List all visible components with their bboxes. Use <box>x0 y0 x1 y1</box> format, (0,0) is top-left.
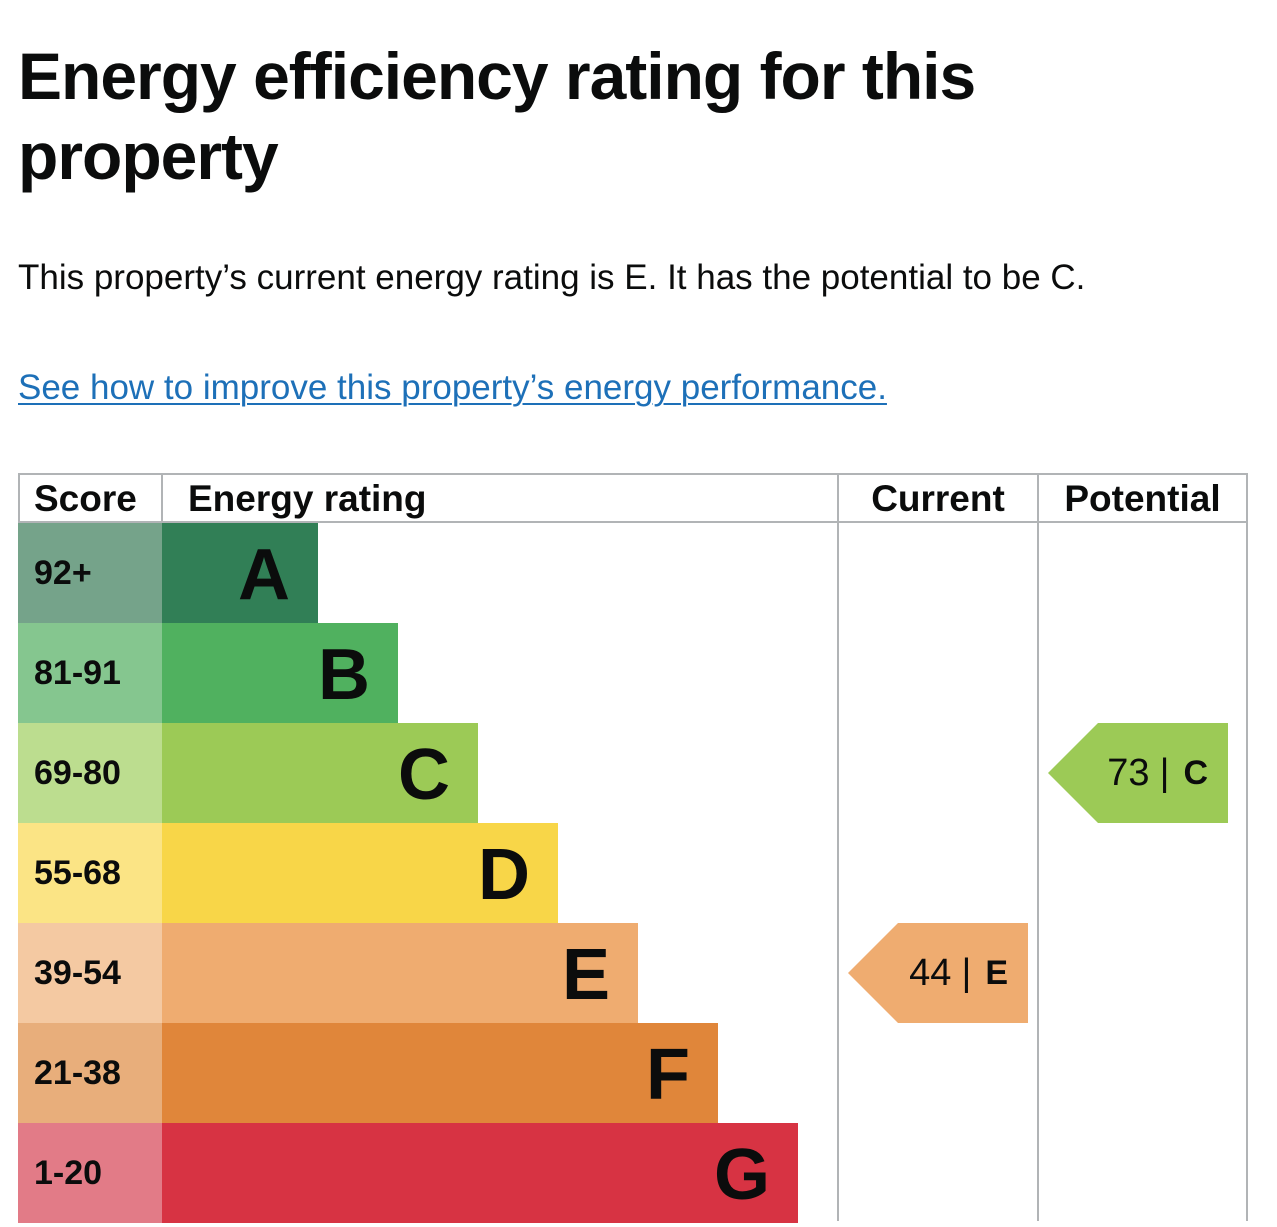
band-b: B <box>162 623 398 723</box>
band-f: F <box>162 1023 718 1123</box>
potential-separator: | <box>1159 751 1170 794</box>
score-cell-c: 69-80 <box>18 723 162 823</box>
energy-rating-column-header: Energy rating <box>188 478 427 519</box>
score-column-divider <box>161 473 163 523</box>
band-d: D <box>162 823 558 923</box>
score-cell-a: 92+ <box>18 523 162 623</box>
score-cell-e: 39-54 <box>18 923 162 1023</box>
score-column-header: Score <box>34 478 137 519</box>
chart-top-border <box>18 473 1248 475</box>
band-c: C <box>162 723 478 823</box>
potential-rating-pointer: 73 | C <box>1048 723 1228 823</box>
page-title: Energy efficiency rating for this proper… <box>18 39 976 193</box>
current-column-header: Current <box>871 478 1005 519</box>
chart-right-border <box>1246 473 1248 1221</box>
band-g: G <box>162 1123 798 1223</box>
score-cell-b: 81-91 <box>18 623 162 723</box>
band-a: A <box>162 523 318 623</box>
band-e: E <box>162 923 638 1023</box>
chart-header-divider <box>18 521 1248 523</box>
potential-column-divider <box>1037 473 1039 1221</box>
current-separator: | <box>961 951 972 994</box>
improve-performance-link[interactable]: See how to improve this property’s energ… <box>18 368 887 407</box>
score-cell-d: 55-68 <box>18 823 162 923</box>
current-column-divider <box>837 473 839 1221</box>
potential-column-header: Potential <box>1064 478 1221 519</box>
energy-rating-chart: Score Energy rating Current Potential 92… <box>18 473 1248 1223</box>
rating-summary: This property’s current energy rating is… <box>18 258 1086 297</box>
score-cell-g: 1-20 <box>18 1123 162 1223</box>
current-rating-pointer: 44 | E <box>848 923 1028 1023</box>
chart-left-border <box>18 473 20 523</box>
current-score: 44 <box>909 951 952 994</box>
score-cell-f: 21-38 <box>18 1023 162 1123</box>
potential-letter: C <box>1183 753 1208 792</box>
potential-score: 73 <box>1107 751 1150 794</box>
current-letter: E <box>985 953 1008 992</box>
